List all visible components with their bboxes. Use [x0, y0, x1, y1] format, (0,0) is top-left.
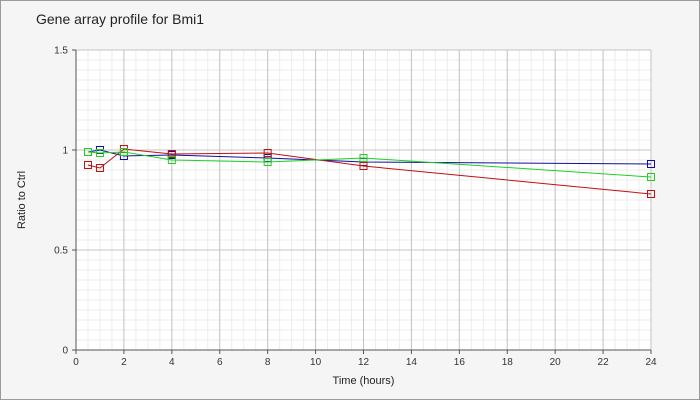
- series-line: [87, 151, 652, 178]
- x-tick-label: 6: [217, 357, 223, 368]
- data-point: [647, 173, 655, 181]
- x-tick-label: 12: [358, 357, 370, 368]
- data-point: [263, 158, 272, 166]
- x-tick-label: 16: [454, 357, 466, 368]
- x-tick-label: 20: [550, 357, 562, 368]
- x-tick-label: 2: [121, 357, 127, 368]
- x-axis-label: Time (hours): [333, 375, 395, 387]
- data-point: [119, 148, 128, 156]
- chart-title: Gene array profile for Bmi1: [36, 11, 205, 27]
- data-point: [359, 162, 368, 170]
- data-point: [95, 164, 104, 172]
- data-point: [95, 149, 104, 157]
- y-tick-label: 0.5: [54, 246, 68, 257]
- x-tick-label: 22: [598, 357, 610, 368]
- axes: [72, 49, 652, 354]
- data-point: [359, 154, 368, 162]
- y-axis-label: Ratio to Ctrl: [16, 171, 28, 229]
- y-tick-label: 0: [62, 346, 68, 357]
- data-point: [647, 190, 655, 198]
- series-layer: [83, 145, 655, 198]
- x-tick-label: 0: [73, 357, 79, 368]
- series-line: [87, 148, 652, 195]
- y-tick-label: 1.5: [54, 46, 68, 57]
- x-tick-label: 4: [169, 357, 175, 368]
- x-tick-label: 8: [265, 357, 271, 368]
- data-point: [167, 150, 176, 158]
- data-point: [647, 160, 655, 168]
- data-point: [83, 161, 92, 169]
- x-tick-label: 10: [310, 357, 322, 368]
- data-point: [167, 156, 176, 164]
- y-tick-label: 1: [62, 146, 68, 157]
- series-3: [83, 148, 655, 181]
- x-tick-label: 14: [406, 357, 418, 368]
- data-point: [83, 148, 92, 156]
- x-tick-label: 24: [645, 357, 657, 368]
- x-tick-label: 18: [502, 357, 514, 368]
- data-point: [263, 149, 272, 157]
- series-2: [83, 145, 655, 198]
